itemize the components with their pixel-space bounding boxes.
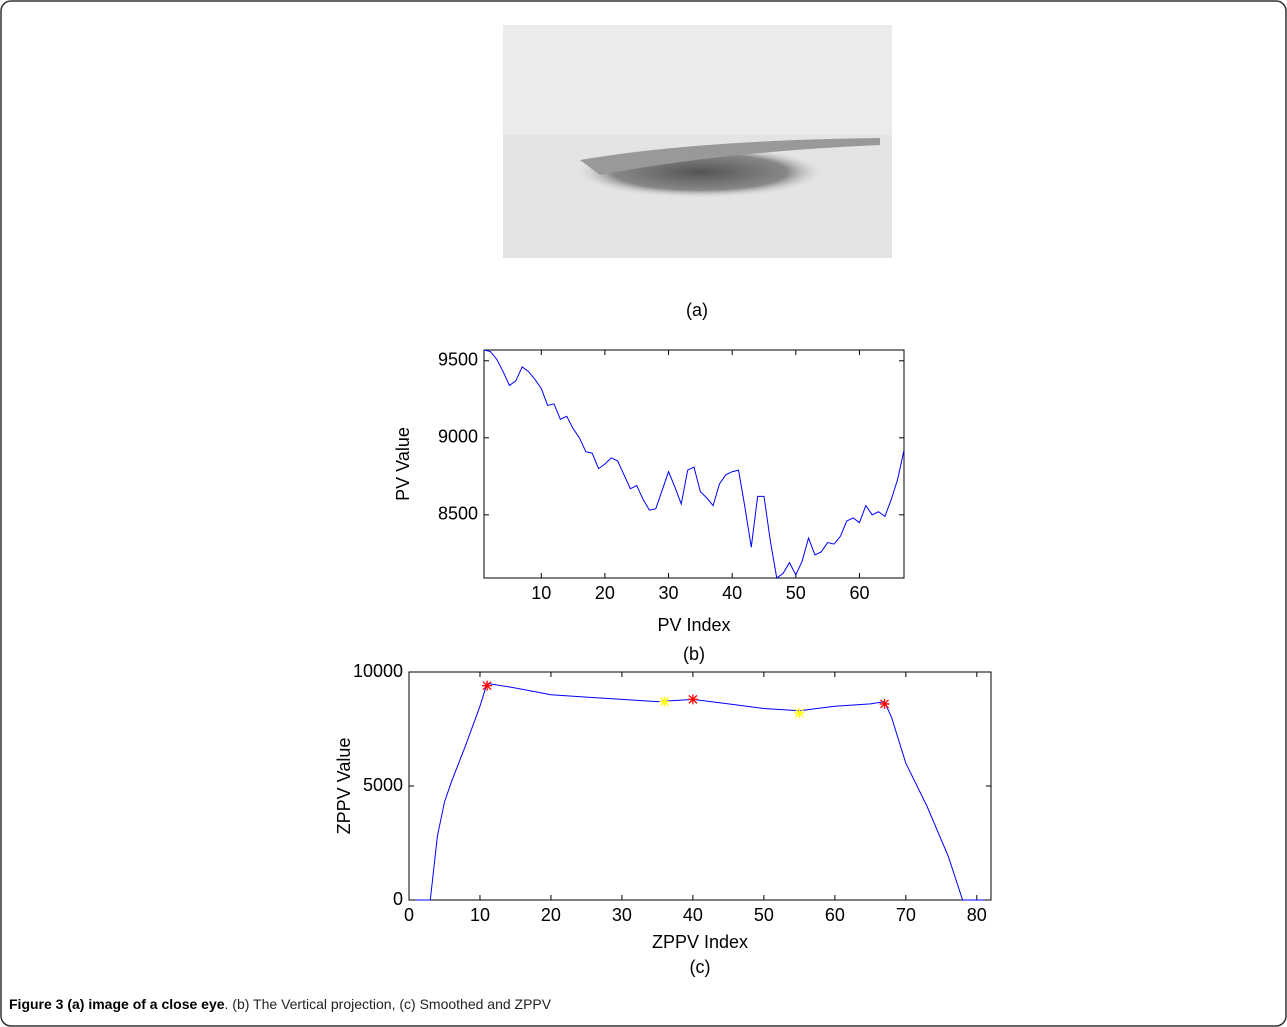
x-tick-label: 30 [659, 583, 679, 603]
y-tick-label: 8500 [438, 504, 478, 524]
y-axis-label: ZPPV Value [334, 738, 354, 835]
y-axis-label: PV Value [393, 427, 413, 501]
x-axis-label: PV Index [657, 615, 730, 635]
x-tick-label: 60 [825, 905, 845, 925]
y-tick-label: 0 [393, 889, 403, 909]
x-tick-label: 80 [967, 905, 987, 925]
y-tick-label: 9000 [438, 427, 478, 447]
marker [659, 696, 670, 707]
chart-label: (b) [683, 644, 705, 664]
x-tick-label: 60 [849, 583, 869, 603]
eye-image [503, 25, 892, 258]
caption-bold: Figure 3 (a) image of a close eye [9, 996, 225, 1012]
plot-area [483, 349, 905, 579]
data-line [483, 349, 905, 579]
x-axis-label: ZPPV Index [652, 932, 748, 952]
plot-area [408, 671, 992, 901]
x-tick-label: 70 [896, 905, 916, 925]
y-tick-label: 10000 [353, 661, 403, 681]
x-tick-label: 50 [786, 583, 806, 603]
x-tick-label: 40 [683, 905, 703, 925]
caption-text: . (b) The Vertical projection, (c) Smoot… [224, 996, 552, 1012]
x-tick-label: 10 [531, 583, 551, 603]
x-tick-label: 20 [595, 583, 615, 603]
y-tick-label: 9500 [438, 350, 478, 370]
x-tick-label: 40 [722, 583, 742, 603]
x-tick-label: 0 [404, 905, 414, 925]
y-tick-label: 5000 [363, 775, 403, 795]
x-tick-label: 30 [612, 905, 632, 925]
marker [879, 698, 890, 709]
marker [794, 708, 805, 719]
x-tick-label: 10 [470, 905, 490, 925]
x-tick-label: 50 [754, 905, 774, 925]
marker [687, 694, 698, 705]
caption: Figure 3 (a) image of a close eye. (b) T… [9, 996, 551, 1012]
chart-label: (c) [690, 957, 711, 977]
x-tick-label: 20 [541, 905, 561, 925]
image-label: (a) [686, 300, 708, 320]
marker [482, 680, 493, 691]
